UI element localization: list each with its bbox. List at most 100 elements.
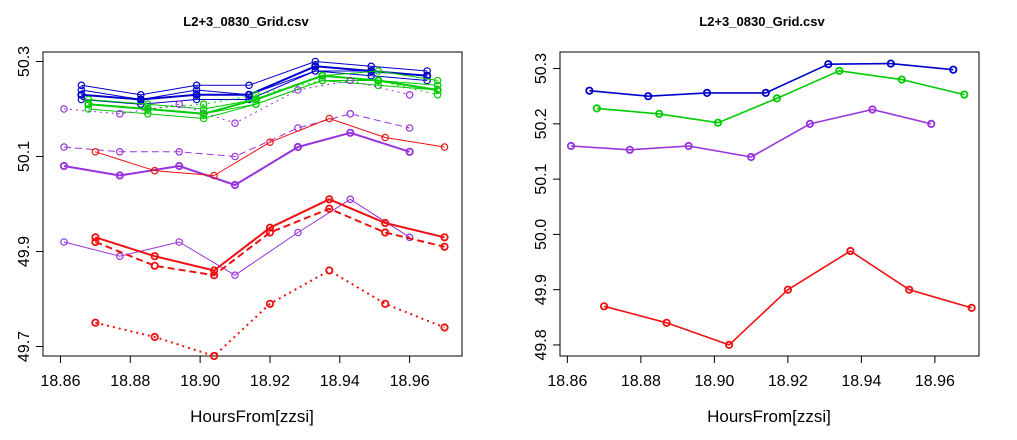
left-series-10-point — [143, 104, 152, 114]
left-series-11-point — [230, 180, 240, 190]
left-series-16-point — [265, 223, 275, 232]
left-series-18-point — [265, 299, 275, 308]
right-y-tick-label: 50.1 — [533, 163, 550, 194]
left-series-3-point — [192, 95, 201, 104]
left-series-0-point — [367, 62, 376, 71]
left-series-line-12 — [63, 113, 410, 157]
left-series-9-point — [199, 100, 208, 109]
left-series-13-point — [231, 119, 239, 128]
left-series-13-point — [116, 110, 124, 118]
right-series-3-point — [724, 340, 734, 349]
left-axis-ticks: 18.86 18.88 18.90 18.92 18.94 18.96 49.7 49.9 50… — [16, 46, 430, 390]
left-x-tick-label: 18.90 — [180, 373, 220, 390]
left-series-4-point — [244, 90, 254, 99]
right-y-tick-label: 50.0 — [533, 219, 550, 250]
left-chart-panel: L2+3_0830_Grid.csv 18.86 18.88 18.90 18.92 1… — [16, 14, 463, 426]
right-series-3-point — [846, 246, 855, 256]
right-series-2-point — [625, 145, 634, 154]
left-series-14-point — [294, 228, 302, 237]
left-series-line-16 — [95, 198, 445, 272]
left-series-11-point — [346, 128, 355, 137]
left-x-tick-label: 18.94 — [320, 373, 360, 390]
left-series-16-point — [381, 218, 390, 228]
right-series-1-point — [897, 75, 906, 84]
left-series-17-point — [265, 228, 275, 237]
right-x-tick-label: 18.96 — [915, 373, 955, 390]
left-series-line-0 — [81, 61, 428, 96]
right-series-2-point — [805, 119, 815, 129]
left-series-12-point — [60, 143, 68, 151]
right-y-tick-label: 50.3 — [533, 53, 550, 84]
left-series-11-point — [59, 161, 69, 171]
left-series-18-point — [210, 351, 219, 361]
left-series-5-point — [144, 100, 152, 109]
left-series-16-point — [210, 266, 219, 275]
right-x-axis-label: HoursFrom[zzsi] — [707, 407, 831, 426]
left-series-9-point — [433, 91, 442, 99]
left-series-14-point — [60, 238, 68, 246]
left-series-line-17 — [95, 207, 445, 277]
left-x-tick-label: 18.88 — [110, 373, 150, 390]
left-series-0-point — [311, 57, 320, 66]
left-series-14-point — [231, 271, 239, 280]
left-series-13-point — [294, 86, 302, 94]
right-series-3-point — [905, 285, 914, 294]
left-series-13-point — [405, 91, 414, 99]
right-series-3-point — [599, 302, 609, 311]
left-series-16-point — [150, 252, 159, 261]
right-series-line-0 — [589, 62, 954, 97]
left-series-15-point — [440, 143, 449, 151]
right-series-0-point — [761, 88, 770, 98]
left-series-7-point — [84, 105, 93, 113]
left-series-15-point — [150, 166, 159, 175]
right-series-0-point — [702, 88, 712, 98]
left-series-9-point — [318, 76, 327, 85]
left-series-layer — [59, 57, 449, 361]
left-y-tick-label: 50.1 — [16, 141, 33, 172]
left-series-14-point — [175, 238, 184, 246]
left-series-14-point — [116, 252, 124, 261]
left-series-5-point — [84, 95, 93, 104]
right-chart-title: L2+3_0830_Grid.csv — [699, 14, 825, 29]
left-series-7-point — [144, 110, 152, 118]
right-series-line-3 — [603, 250, 972, 346]
left-series-9-point — [252, 91, 260, 99]
right-x-tick-label: 18.94 — [841, 373, 881, 390]
right-series-3-point — [967, 303, 976, 312]
right-series-2-point — [868, 105, 877, 114]
left-y-tick-label: 50.3 — [16, 46, 33, 77]
left-series-15-point — [325, 114, 334, 123]
left-series-0-point — [245, 81, 253, 90]
right-y-tick-label: 50.2 — [533, 108, 550, 139]
right-series-0-point — [886, 59, 895, 68]
left-series-15-point — [91, 148, 100, 156]
left-series-0-point — [137, 91, 145, 99]
left-series-17-point — [91, 237, 100, 247]
right-x-tick-label: 18.88 — [621, 373, 661, 390]
right-series-3-point — [662, 318, 671, 327]
left-series-16-point — [325, 195, 334, 204]
left-series-11-point — [405, 147, 414, 156]
right-series-0-point — [824, 60, 833, 69]
left-series-line-18 — [95, 269, 445, 357]
left-series-13-point — [175, 100, 184, 109]
right-series-line-1 — [596, 70, 965, 124]
left-series-line-9 — [88, 80, 438, 110]
left-series-15-point — [266, 138, 274, 147]
right-y-tick-label: 49.9 — [533, 274, 550, 305]
right-series-3-point — [783, 285, 793, 294]
right-chart-panel: L2+3_0830_Grid.csv 18.86 18.88 18.90 18.92 1… — [533, 14, 980, 426]
left-series-4-point — [77, 90, 86, 99]
left-series-line-3 — [81, 70, 428, 105]
left-series-7-point — [199, 114, 208, 123]
left-plot-frame — [42, 51, 463, 357]
left-series-18-point — [325, 266, 334, 275]
right-series-0-point — [644, 92, 653, 101]
left-series-18-point — [150, 332, 159, 342]
right-series-1-point — [960, 90, 969, 99]
left-series-3-point — [311, 67, 320, 75]
left-series-11-point — [293, 142, 302, 152]
right-series-2-point — [566, 141, 576, 151]
left-series-10-point — [251, 95, 261, 104]
